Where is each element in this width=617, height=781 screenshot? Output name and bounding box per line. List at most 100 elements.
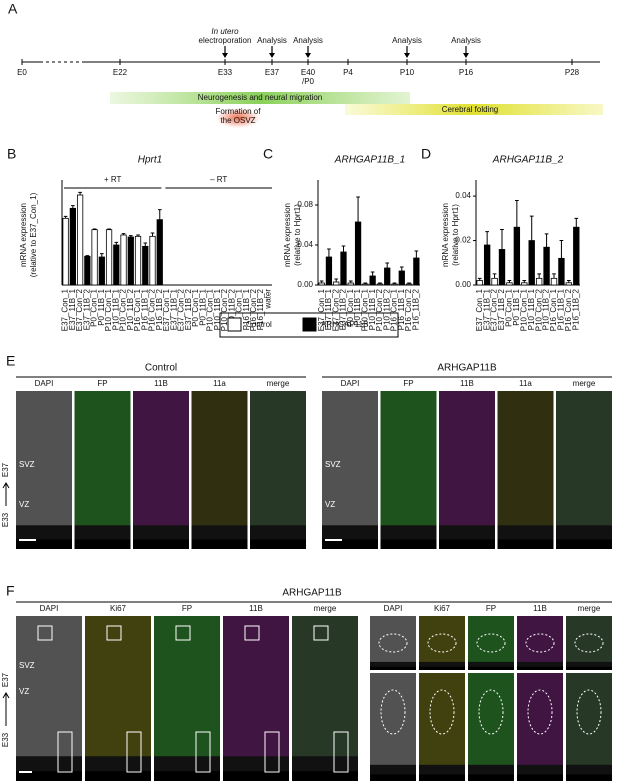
- panel-letter: C: [263, 146, 273, 162]
- zone-label: VZ: [19, 500, 29, 509]
- error-bar: [559, 240, 564, 259]
- event-label: Analysis: [392, 36, 422, 45]
- arrowhead: [222, 53, 228, 58]
- x-tick-label: E37_11B_2: [184, 288, 193, 330]
- bar: [398, 270, 405, 286]
- x-tick-label: P16_11B_1: [140, 288, 149, 330]
- panel-letter: E: [6, 353, 15, 369]
- bar: [521, 282, 528, 286]
- micrograph-bottom: [133, 539, 189, 549]
- x-tick-label: E37_Con_1: [162, 288, 171, 331]
- time-axis-label: E33: [1, 512, 10, 527]
- event-label: In utero: [211, 27, 239, 36]
- bar: [491, 277, 498, 286]
- x-tick-label: P10_Con_1: [519, 288, 528, 331]
- timepoint-label: E40/P0: [301, 68, 316, 86]
- timepoint-label: E37: [265, 68, 280, 77]
- micrograph-signal: [370, 616, 416, 662]
- micrograph-bottom: [16, 771, 82, 781]
- micrograph-bottom: [74, 539, 131, 549]
- x-tick-label: P0_11B_1: [198, 288, 207, 325]
- error-bar: [500, 228, 504, 250]
- bar: [384, 267, 391, 286]
- event-label: Analysis: [451, 36, 481, 45]
- x-tick-label: E37_11B_1: [169, 288, 178, 330]
- bar: [558, 257, 565, 286]
- x-tick-label: E37_Con_2: [490, 288, 499, 331]
- cell-outline: [429, 689, 455, 735]
- channel-label: 11B: [249, 604, 263, 613]
- channel-label: FP: [403, 379, 413, 388]
- timepoint-label: P10: [400, 68, 415, 77]
- timepoint-line: /P0: [302, 77, 315, 86]
- micrograph-signal: [370, 673, 416, 765]
- micrograph-signal: [85, 616, 151, 757]
- y-axis-label: mRNA expression: [283, 203, 292, 267]
- micrograph-bottom: [566, 666, 612, 670]
- micrograph-bottom: [380, 539, 437, 549]
- legend-box: [219, 312, 399, 338]
- micrograph-signal: [517, 616, 563, 662]
- micrograph-bottom: [191, 539, 248, 549]
- micrograph-bottom: [154, 771, 220, 781]
- bar: [105, 229, 113, 286]
- micrograph-bottom: [468, 666, 514, 670]
- bar: [91, 229, 98, 286]
- micrograph-signal: [380, 391, 437, 526]
- x-tick-label: P16_Con_2: [564, 288, 573, 331]
- y-axis-label: (relative to Hprt1): [293, 204, 302, 266]
- micrograph-bottom: [517, 666, 563, 670]
- bar: [84, 255, 91, 286]
- timepoint-label: E22: [113, 68, 128, 77]
- zone-label: SVZ: [19, 661, 35, 670]
- bar: [413, 257, 420, 286]
- x-tick-label: P10_11B_1: [213, 288, 222, 330]
- micrograph-signal: [74, 391, 131, 526]
- error-bar: [529, 215, 534, 241]
- x-tick-label: P16_Con_1: [390, 288, 399, 331]
- micrograph-signal: [419, 616, 465, 662]
- error-bar: [71, 205, 75, 209]
- channel-label: 11B: [154, 379, 168, 388]
- arrowhead: [305, 53, 311, 58]
- chart-title: ARHGAP11B_1: [334, 155, 405, 166]
- x-tick-label: P10_11B_2: [542, 288, 551, 330]
- period-bar: [110, 92, 410, 104]
- inset-box: [57, 731, 73, 773]
- x-tick-label: E37_Con_2: [331, 288, 340, 331]
- x-tick-label: E37_Con_2: [177, 288, 186, 331]
- channel-label: FP: [182, 604, 192, 613]
- x-tick-label: P0_Con_1: [191, 288, 200, 326]
- x-tick-label: E37_11B_2: [497, 288, 506, 330]
- channel-label: DAPI: [341, 379, 360, 388]
- group-label: – RT: [210, 175, 227, 184]
- legend-swatch: [227, 317, 242, 332]
- micrograph-bottom: [517, 774, 563, 781]
- micrograph-signal: [566, 673, 612, 765]
- x-tick-label: P0_11B_1: [353, 288, 362, 325]
- error-bar: [143, 242, 148, 247]
- micrograph-signal: [468, 616, 514, 662]
- cell-outline: [574, 633, 604, 653]
- x-tick-label: P10_11B_1: [527, 288, 536, 330]
- bar: [113, 244, 120, 286]
- legend-label: Control: [246, 320, 272, 329]
- group-label: + RT: [104, 175, 122, 184]
- inset-box: [106, 625, 122, 641]
- osvz-label: the OSVZ: [220, 116, 255, 125]
- micrograph-signal: [191, 391, 248, 526]
- x-tick-label: P16_Con_2: [404, 288, 413, 331]
- x-tick-label: P0_11B_1: [512, 288, 521, 325]
- channel-label: FP: [486, 604, 496, 613]
- channel-label: Ki67: [110, 604, 127, 613]
- x-tick-label: P16_Con_1: [235, 288, 244, 331]
- x-tick-label: E37_Con_2: [75, 288, 84, 331]
- micrograph-signal: [16, 616, 82, 757]
- error-bar: [492, 273, 497, 279]
- channel-label: 11B: [460, 379, 474, 388]
- chart-title: Hprt1: [138, 155, 162, 166]
- micrograph-signal: [566, 616, 612, 662]
- error-bar: [574, 217, 579, 228]
- bar: [120, 234, 127, 286]
- micrograph-signal: [556, 391, 612, 526]
